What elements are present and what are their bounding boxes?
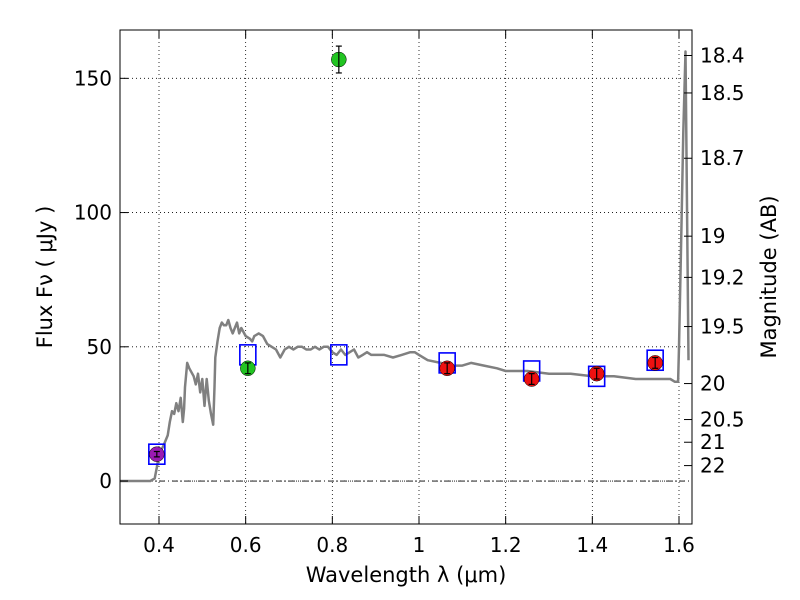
grid-lines	[120, 30, 692, 524]
magnitude-tick-label: 20.5	[700, 408, 745, 432]
photometry-point	[439, 360, 455, 377]
x-tick-label: 0.6	[230, 533, 262, 557]
photometry-point	[149, 446, 165, 462]
x-tick-label: 1.4	[576, 533, 608, 557]
magnitude-axis-label: Magnitude (AB)	[757, 195, 781, 358]
magnitude-tick-label: 18.7	[700, 146, 745, 170]
magnitude-tick-label: 18.5	[700, 81, 745, 105]
sed-template-curve	[120, 50, 690, 483]
magnitude-tick-label: 18.4	[700, 44, 745, 68]
magnitude-tick-label: 19.2	[700, 265, 745, 289]
x-axis-label: Wavelength λ (μm)	[306, 563, 507, 587]
x-tick-label: 0.4	[143, 533, 175, 557]
model-photometry-boxes	[148, 344, 664, 465]
x-tick-label: 1	[413, 533, 426, 557]
magnitude-tick-label: 20	[700, 372, 725, 396]
model-box	[148, 443, 166, 465]
y-tick-label: 150	[74, 66, 112, 90]
photometry-point	[588, 365, 605, 382]
x-tick-label: 1.2	[490, 533, 522, 557]
y-tick-label: 0	[99, 469, 112, 493]
x-tick-label: 1.6	[663, 533, 695, 557]
magnitude-tick-label: 21	[700, 430, 725, 454]
observed-photometry-points	[149, 45, 663, 462]
magnitude-tick-label: 22	[700, 454, 725, 478]
photometry-point	[331, 45, 347, 74]
photometry-point	[523, 371, 540, 387]
photometry-point	[647, 355, 663, 371]
magnitude-tick-label: 19	[700, 224, 725, 248]
x-tick-label: 0.8	[316, 533, 348, 557]
magnitude-tick-label: 19.5	[700, 315, 745, 339]
y-tick-label: 50	[87, 335, 112, 359]
plot-frame	[119, 29, 693, 525]
x-axis-ticks: 0.4 0.6 0.8 1 1.2 1.4 1.6	[143, 30, 695, 557]
y-axis-label: Flux Fν ( μJy )	[33, 206, 57, 349]
model-box	[330, 344, 348, 366]
photometry-point	[240, 360, 256, 377]
y-axis-ticks: 0 50 100 150	[74, 66, 128, 493]
y-tick-label: 100	[74, 201, 112, 225]
